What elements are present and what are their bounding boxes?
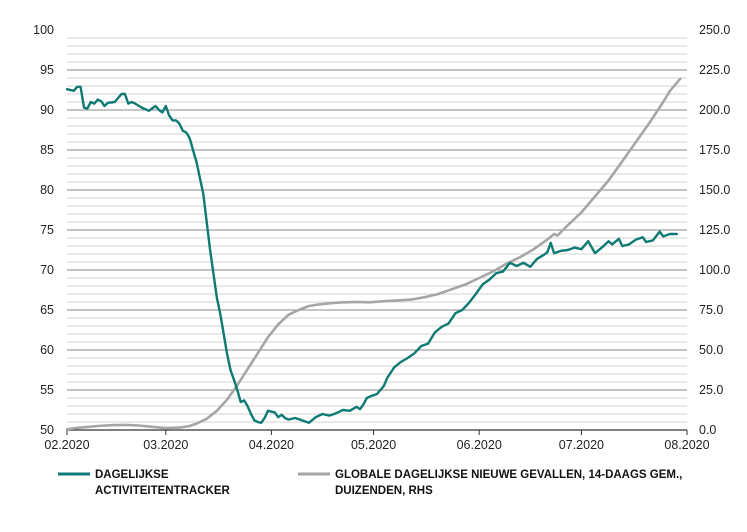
series-lines	[65, 77, 682, 431]
x-tick-label: 06.2020	[457, 438, 502, 452]
y-left-tick-label: 55	[40, 383, 54, 397]
x-tick-label: 05.2020	[351, 438, 396, 452]
x-tick-label: 04.2020	[249, 438, 294, 452]
legend: DAGELIJKSE ACTIVITEITENTRACKER GLOBALE D…	[58, 469, 682, 497]
y-right-tick-label: 200.0	[699, 103, 730, 117]
x-tick-label: 07.2020	[559, 438, 604, 452]
y-right-tick-label: 100.0	[699, 263, 730, 277]
y-left-tick-label: 75	[40, 223, 54, 237]
legend-label-activity-line2: ACTIVITEITENTRACKER	[95, 485, 231, 497]
x-tick-label: 02.2020	[44, 438, 89, 452]
gridlines	[67, 37, 687, 423]
y-right-tick-label: 25.0	[699, 383, 723, 397]
y-right-tick-label: 0.0	[699, 423, 716, 437]
y-right-tick-label: 175.0	[699, 143, 730, 157]
y-left-tick-label: 50	[40, 423, 54, 437]
y-left-tick-label: 80	[40, 183, 54, 197]
y-right-tick-label: 225.0	[699, 63, 730, 77]
legend-item-activity: DAGELIJKSE ACTIVITEITENTRACKER	[58, 469, 231, 497]
series-line-activity-tracker	[65, 85, 678, 424]
legend-label-activity-line1: DAGELIJKSE	[95, 469, 169, 481]
axes: 02.2020 03.2020 04.2020 05.2020 06.2020 07.20…	[33, 23, 730, 452]
y-left-tick-label: 85	[40, 143, 54, 157]
y-right-tick-label: 125.0	[699, 223, 730, 237]
legend-label-cases-line1: GLOBALE DAGELIJKSE NIEUWE GEVALLEN, 14-D…	[335, 469, 682, 481]
y-left-tick-label: 95	[40, 63, 54, 77]
y-right-tick-label: 150.0	[699, 183, 730, 197]
x-tick-label: 03.2020	[143, 438, 188, 452]
legend-item-cases: GLOBALE DAGELIJKSE NIEUWE GEVALLEN, 14-D…	[298, 469, 682, 497]
y-left-tick-label: 65	[40, 303, 54, 317]
y-right-tick-label: 50.0	[699, 343, 723, 357]
y-right-tick-label: 75.0	[699, 303, 723, 317]
series-line-global-cases	[65, 77, 682, 431]
y-left-tick-label: 70	[40, 263, 54, 277]
x-tick-label: 08.2020	[664, 438, 709, 452]
y-left-tick-label: 100	[33, 23, 54, 37]
y-left-tick-label: 90	[40, 103, 54, 117]
y-left-tick-label: 60	[40, 343, 54, 357]
legend-label-cases-line2: DUIZENDEN, RHS	[335, 485, 433, 497]
y-right-tick-label: 250.0	[699, 23, 730, 37]
